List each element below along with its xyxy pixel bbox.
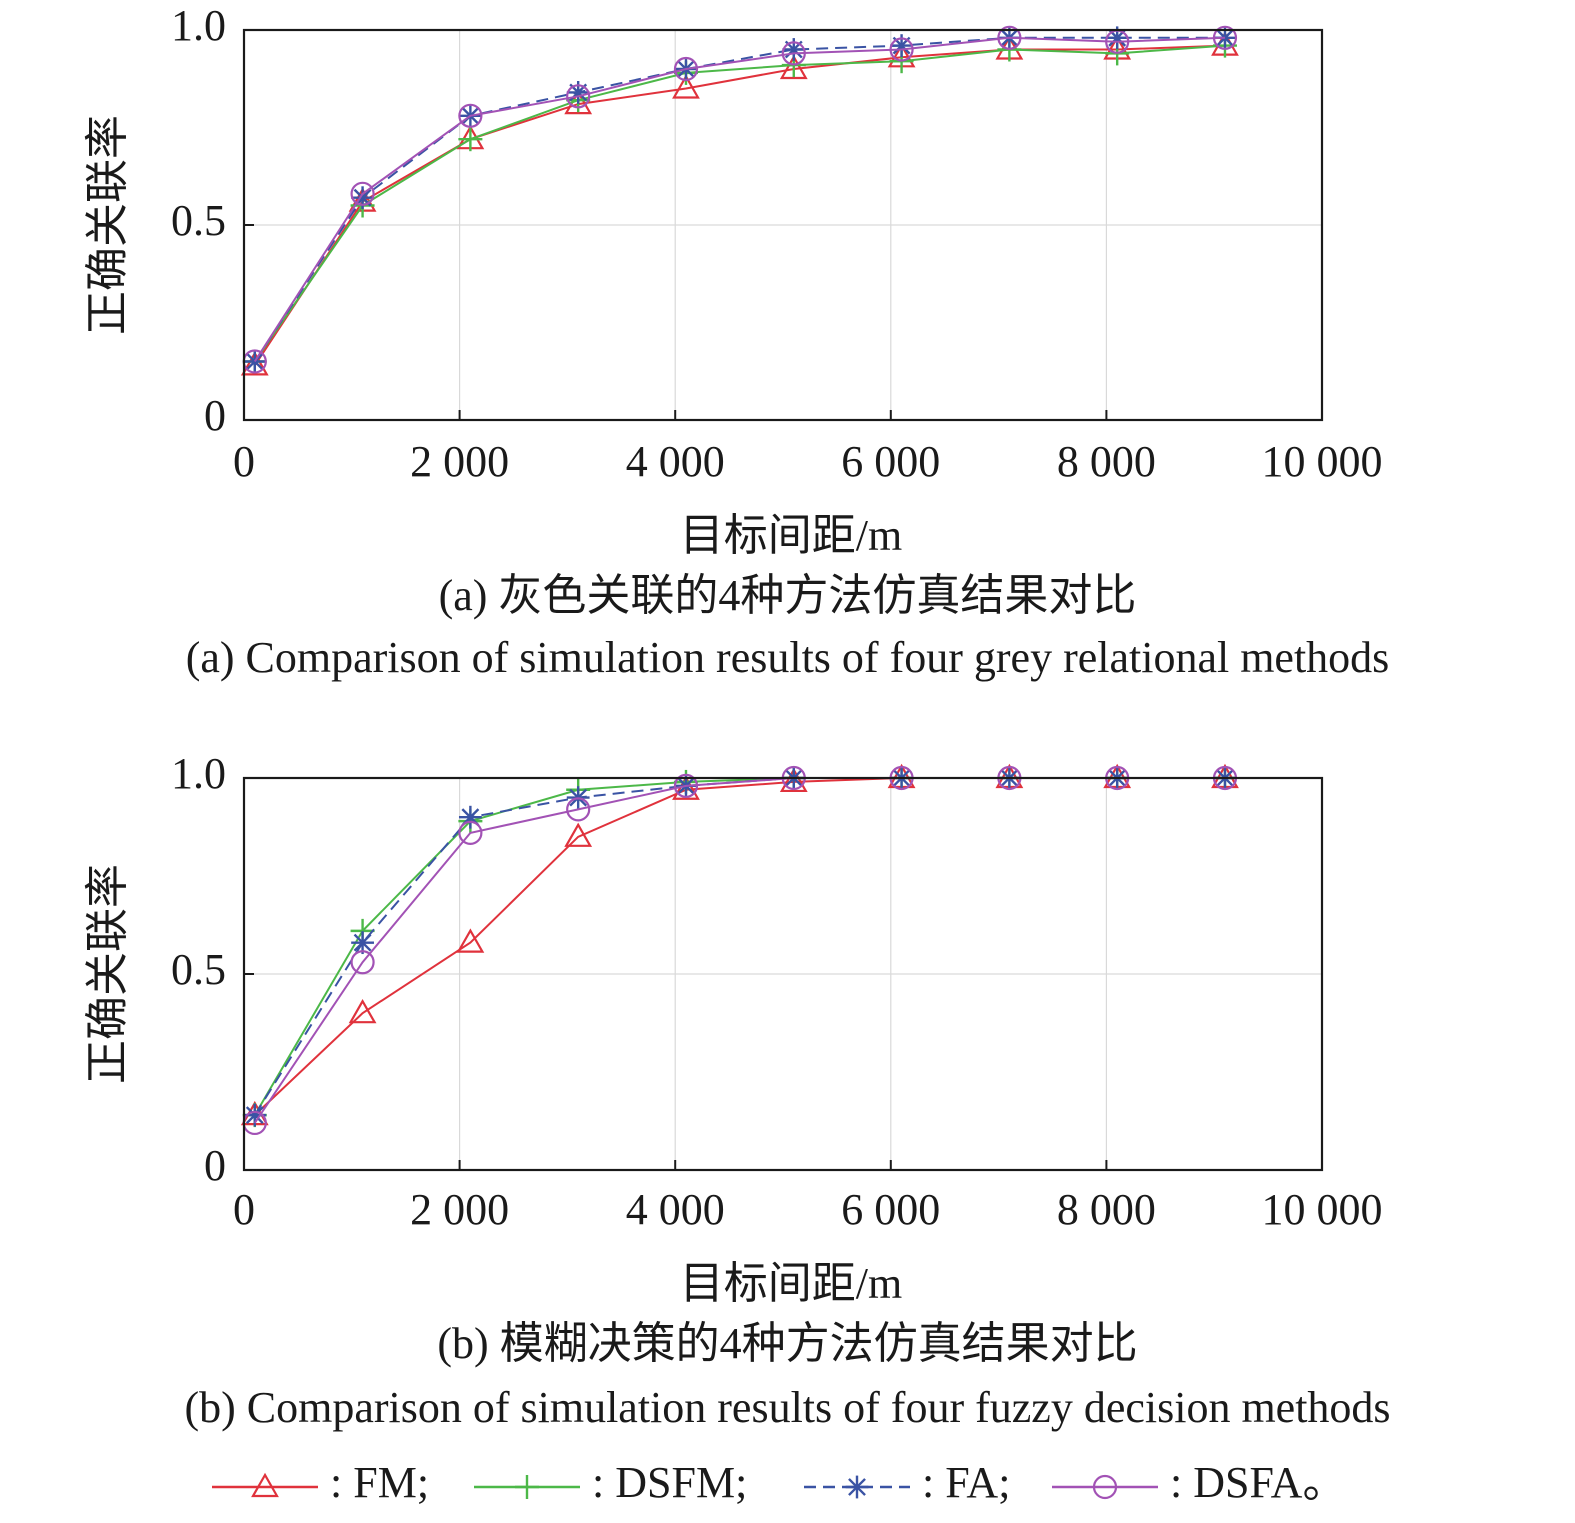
- panel-b-point-DSFA-3: [566, 797, 591, 822]
- panel-a-point-DSFA-6: [889, 37, 914, 62]
- panel-b-line-DSFA: [253, 777, 1225, 1124]
- panel-b-y-axis-label: 正确关联率: [83, 864, 132, 1084]
- panel-a-xtick-label-0: 0: [233, 437, 255, 486]
- panel-a-point-FM-4: [672, 74, 700, 99]
- panel-b-xtick-label-4: 8 000: [1057, 1185, 1156, 1234]
- panel-a-line-DSFA: [253, 36, 1226, 363]
- panel-a-caption-cn: (a) 灰色关联的4种方法仿真结果对比: [438, 571, 1137, 620]
- panel-b-point-FM-2: [456, 928, 485, 953]
- panel-b-ytick-label-2: 1.0: [171, 749, 226, 798]
- panel-a-xtick-label-3: 6 000: [841, 437, 940, 486]
- panel-a-point-DSFA-7: [997, 25, 1022, 50]
- legend-label-DSFM: : DSFM;: [592, 1462, 747, 1507]
- panel-b-series-FM: [240, 763, 1239, 1126]
- panel-a-line-FA: [253, 36, 1225, 363]
- panel-a-series-FM: [240, 31, 1239, 376]
- panel-a-y-axis-label: 正确关联率: [83, 115, 132, 335]
- panel-b-point-FA-1: [351, 931, 374, 955]
- panel-b-xtick-label-0: 0: [233, 1185, 255, 1234]
- panel-b-point-FM-5: [779, 767, 808, 793]
- panel-b-point-FM-1: [348, 998, 377, 1024]
- legend-marker-DSFA: [1092, 1474, 1118, 1500]
- panel-a-xtick-label-4: 8 000: [1057, 437, 1156, 486]
- legend-marker-FA: [845, 1475, 869, 1499]
- panel-a-xtick-label-1: 2 000: [410, 437, 509, 486]
- panel-a-ytick-label-0: 0: [204, 391, 226, 440]
- panel-a-xtick-label-5: 10 000: [1262, 437, 1383, 486]
- panel-b-series-DSFA: [242, 765, 1238, 1136]
- panel-b-xtick-label-5: 10 000: [1262, 1185, 1383, 1234]
- panel-b-series-FA: [243, 766, 1237, 1127]
- panel-a-line-DSFM: [253, 44, 1226, 363]
- panel-b-caption-en: (b) Comparison of simulation results of …: [184, 1383, 1391, 1432]
- panel-a-line-FM: [253, 44, 1226, 366]
- legend-marker-FM: [251, 1472, 279, 1498]
- panel-a: 0 2 000 4 000 6 000 8 000 10 000 0 0.5 1.0 目标间距/m…: [83, 1, 1382, 560]
- panel-b-point-DSFA-2: [458, 820, 483, 845]
- panel-a-point-FM-5: [779, 54, 808, 80]
- legend-label-DSFA: : DSFA。: [1170, 1462, 1346, 1507]
- panel-a-caption-en: (a) Comparison of simulation results of …: [185, 633, 1390, 682]
- panel-a-point-DSFA-1: [350, 181, 375, 206]
- panel-b: 0 2 000 4 000 6 000 8 000 10 000 0 0.5 1.0 目标间距/m…: [83, 749, 1382, 1308]
- panel-a-point-DSFA-9: [1212, 25, 1238, 50]
- panel-a-ytick-label-2: 1.0: [171, 1, 226, 50]
- panel-b-point-DSFA-4: [673, 773, 699, 798]
- panel-b-ytick-label-1: 0.5: [171, 945, 226, 994]
- legend: : FM; : DSFM; : FA; : DSFA。: [212, 1462, 1346, 1507]
- panel-b-point-FM-4: [672, 775, 700, 800]
- panel-b-line-FM: [254, 777, 1225, 1116]
- panel-a-ytick-label-1: 0.5: [171, 196, 226, 245]
- legend-marker-DSFM: [515, 1475, 539, 1499]
- panel-a-point-DSFM-2: [458, 127, 483, 152]
- panel-b-xtick-label-1: 2 000: [410, 1185, 509, 1234]
- panel-a-series-DSFM: [242, 33, 1237, 374]
- panel-a-point-DSFA-3: [566, 84, 591, 109]
- panel-b-ytick-label-0: 0: [204, 1141, 226, 1190]
- panel-a-point-DSFA-4: [673, 56, 699, 82]
- panel-a-xtick-label-2: 4 000: [626, 437, 725, 486]
- panel-b-x-axis-label: 目标间距/m: [680, 1259, 902, 1308]
- legend-item-DSFM: : DSFM;: [474, 1462, 747, 1507]
- panel-b-point-DSFA-1: [350, 950, 375, 975]
- legend-label-FA: : FA;: [922, 1462, 1010, 1507]
- panel-b-xtick-label-3: 6 000: [841, 1185, 940, 1234]
- panel-b-series-DSFM: [242, 766, 1237, 1128]
- legend-item-DSFA: : DSFA。: [1052, 1462, 1346, 1507]
- panel-b-caption-cn: (b) 模糊决策的4种方法仿真结果对比: [437, 1319, 1138, 1368]
- panel-a-point-DSFA-5: [781, 41, 806, 66]
- legend-item-FM: : FM;: [212, 1462, 429, 1507]
- panel-b-line-FA: [253, 777, 1225, 1116]
- panel-a-point-FM-0: [240, 351, 269, 376]
- legend-item-FA: : FA;: [804, 1462, 1010, 1507]
- panel-b-line-DSFM: [253, 777, 1225, 1116]
- legend-label-FM: : FM;: [330, 1462, 429, 1507]
- panel-a-point-DSFA-2: [458, 103, 483, 128]
- panel-a-series-DSFA: [242, 25, 1238, 374]
- panel-b-point-FM-3: [564, 822, 593, 847]
- panel-a-x-axis-label: 目标间距/m: [680, 511, 902, 560]
- panel-b-xtick-label-2: 4 000: [626, 1185, 725, 1234]
